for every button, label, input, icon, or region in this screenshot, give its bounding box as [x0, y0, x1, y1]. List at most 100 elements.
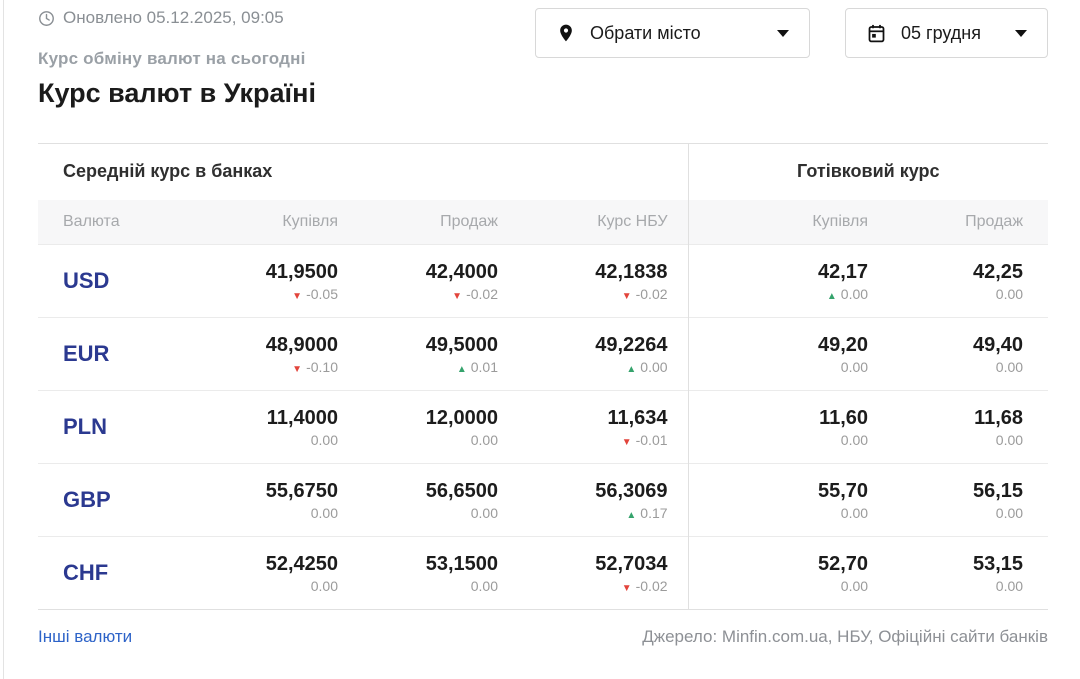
currency-row: EUR 48,9000 -0.10 49,5000 0.01 49,2264 0… [38, 317, 1049, 391]
col-header-currency: Валюта [38, 199, 208, 245]
rate-change: 0.00 [995, 359, 1024, 375]
currency-code-link[interactable]: USD [63, 268, 110, 293]
rate-change: 0.00 [995, 286, 1024, 302]
rate-cell-nbu: 11,634 -0.01 [523, 390, 689, 464]
rate-cell-cash-sell: 42,25 0.00 [893, 245, 1048, 318]
rate-value: 52,4250 [265, 553, 338, 575]
source-text: Джерело: Minfin.com.ua, НБУ, Офіційні са… [642, 627, 1048, 646]
rate-value: 49,2264 [595, 333, 668, 356]
rate-value: 53,15 [972, 553, 1024, 575]
change-arrow-icon [292, 291, 302, 302]
rate-change: 0.00 [840, 359, 869, 375]
rate-change: -0.02 [523, 287, 668, 302]
rate-cell-nbu: 49,2264 0.00 [523, 317, 689, 391]
rate-value: 52,7034 [595, 552, 668, 575]
currency-row: USD 41,9500 -0.05 42,4000 -0.02 42,1838 … [38, 244, 1049, 318]
rate-value: 11,4000 [266, 407, 338, 429]
calendar-icon [866, 23, 887, 44]
change-arrow-icon [827, 291, 837, 302]
rate-cell-bank-buy: 11,4000 0.00 [208, 391, 363, 464]
rate-change: 0.00 [470, 505, 498, 521]
rate-value: 55,6750 [265, 480, 338, 502]
rate-change: 0.00 [840, 578, 869, 594]
rate-value: 55,70 [817, 480, 869, 502]
rate-value: 56,15 [972, 480, 1024, 502]
page-title: Курс валют в Україні [38, 78, 316, 108]
rate-change: -0.02 [363, 287, 498, 302]
rate-cell-bank-sell: 53,1500 0.00 [363, 537, 523, 610]
city-select-label: Обрати місто [590, 22, 701, 43]
rate-change: -0.01 [523, 433, 668, 448]
date-select-button[interactable]: 05 грудня [845, 8, 1048, 58]
rate-change: 0.00 [840, 505, 869, 521]
rate-change: 0.00 [995, 432, 1024, 448]
other-currencies-link[interactable]: Інші валюти [38, 627, 133, 646]
page-subtitle: Курс обміну валют на сьогодні [38, 49, 306, 68]
rate-cell-bank-sell: 42,4000 -0.02 [363, 245, 523, 318]
rate-cell-cash-buy: 52,70 0.00 [688, 537, 893, 610]
rate-change: 0.00 [995, 505, 1024, 521]
rate-value: 56,3069 [595, 479, 668, 502]
change-arrow-icon [452, 291, 462, 302]
rate-value: 41,9500 [265, 260, 338, 283]
updated-row: Оновлено 05.12.2025, 09:05 [38, 8, 316, 28]
currency-row: CHF 52,4250 0.00 53,1500 0.00 52,7034 -0… [38, 536, 1049, 610]
rate-value: 42,1838 [595, 260, 668, 283]
chevron-down-icon [1015, 29, 1027, 37]
currency-row: PLN 11,4000 0.00 12,0000 0.00 11,634 -0.… [38, 390, 1049, 464]
rate-value: 12,0000 [425, 407, 498, 429]
rate-value: 53,1500 [425, 553, 498, 575]
rate-change: -0.02 [523, 579, 668, 594]
rate-value: 42,25 [972, 261, 1024, 283]
rate-change: -0.05 [208, 287, 338, 302]
rate-change: 0.00 [310, 578, 338, 594]
rate-cell-bank-sell: 56,6500 0.00 [363, 464, 523, 537]
currency-code-link[interactable]: EUR [63, 341, 110, 366]
col-header-sell: Продаж [363, 199, 523, 245]
change-arrow-icon [622, 583, 632, 594]
change-arrow-icon [626, 510, 636, 521]
rates-tbody: USD 41,9500 -0.05 42,4000 -0.02 42,1838 … [38, 244, 1049, 610]
rate-cell-cash-sell: 53,15 0.00 [893, 537, 1048, 610]
col-header-cash-buy: Купівля [688, 199, 894, 245]
rate-cell-bank-sell: 12,0000 0.00 [363, 391, 523, 464]
rate-value: 48,9000 [265, 333, 338, 356]
table-footer: Інші валюти Джерело: Minfin.com.ua, НБУ,… [38, 627, 1048, 647]
rate-value: 11,60 [819, 407, 869, 429]
header-controls: Обрати місто 05 грудня [535, 8, 1048, 58]
rate-cell-bank-buy: 41,9500 -0.05 [208, 245, 363, 318]
page-header: Оновлено 05.12.2025, 09:05 Курс обміну в… [38, 0, 1048, 109]
change-arrow-icon [626, 364, 636, 375]
city-select-button[interactable]: Обрати місто [535, 8, 810, 58]
change-arrow-icon [292, 364, 302, 375]
rate-value: 42,17 [817, 260, 869, 283]
updated-text: Оновлено 05.12.2025, 09:05 [63, 8, 284, 27]
currency-code-link[interactable]: CHF [63, 560, 109, 585]
rate-cell-cash-buy: 11,60 0.00 [688, 391, 893, 464]
rate-change: 0.00 [470, 578, 498, 594]
date-select-label: 05 грудня [901, 22, 981, 43]
col-header-buy: Купівля [208, 199, 363, 245]
currency-code-link[interactable]: GBP [63, 487, 111, 512]
rate-change: 0.00 [310, 505, 338, 521]
rate-change: 0.00 [310, 432, 338, 448]
rate-cell-nbu: 42,1838 -0.02 [523, 244, 689, 318]
col-header-nbu: Курс НБУ [523, 199, 689, 245]
rate-cell-cash-buy: 49,20 0.00 [688, 318, 893, 391]
rate-value: 11,68 [974, 407, 1024, 429]
location-pin-icon [556, 23, 576, 43]
rate-change: 0.01 [363, 360, 498, 375]
header-titles: Оновлено 05.12.2025, 09:05 Курс обміну в… [38, 8, 316, 109]
currency-code-link[interactable]: PLN [63, 414, 107, 439]
rate-cell-nbu: 52,7034 -0.02 [523, 536, 689, 610]
rate-cell-nbu: 56,3069 0.17 [523, 463, 689, 537]
group-header-bank: Середній курс в банках [38, 143, 689, 200]
chevron-down-icon [777, 29, 789, 37]
rate-cell-bank-buy: 55,6750 0.00 [208, 464, 363, 537]
column-header-row: Валюта Купівля Продаж Курс НБУ Купівля П… [38, 199, 1049, 245]
rate-change: 0.00 [995, 578, 1024, 594]
rate-cell-cash-sell: 56,15 0.00 [893, 464, 1048, 537]
rate-change: 0.17 [523, 506, 667, 521]
rate-value: 49,40 [972, 334, 1024, 356]
